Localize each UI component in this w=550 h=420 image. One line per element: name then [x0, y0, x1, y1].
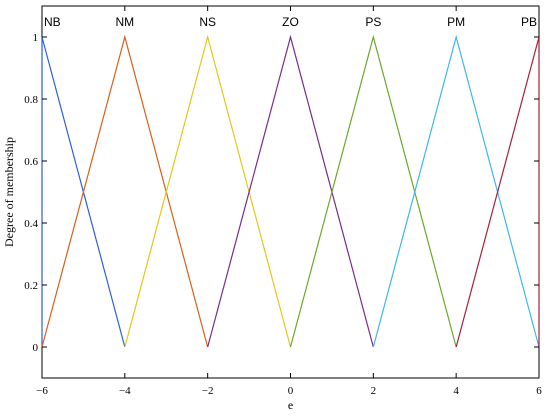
x-tick-label: 6: [536, 385, 542, 397]
y-tick-label: 0.4: [24, 218, 38, 230]
x-tick-label: 2: [371, 385, 377, 397]
x-axis-title: e: [288, 398, 293, 412]
x-tick-label: −2: [202, 385, 214, 397]
series-line-pm: [372, 34, 540, 348]
mf-label-nb: NB: [44, 15, 61, 29]
x-tick-label: −6: [36, 385, 48, 397]
mf-label-ns: NS: [199, 15, 216, 29]
y-tick-label: 1: [33, 32, 39, 44]
mf-label-zo: ZO: [282, 15, 299, 29]
series-line-ns: [124, 34, 292, 348]
series-line-zo: [207, 34, 374, 348]
series-layer: [41, 34, 540, 348]
series-line-nm: [41, 34, 209, 348]
y-axis-title: Degree of membership: [2, 137, 16, 247]
y-tick-label: 0.8: [24, 94, 38, 106]
x-tick-label: −4: [119, 385, 131, 397]
mf-label-pm: PM: [447, 15, 465, 29]
x-tick-label: 0: [288, 385, 294, 397]
ticks-layer: −6 −4 −2 0 2 4 6 0 0.2 0.4 0.6 0.8 1: [24, 6, 542, 397]
mf-label-pb: PB: [521, 15, 537, 29]
series-line-ps: [289, 34, 457, 348]
mf-label-ps: PS: [365, 15, 381, 29]
mf-label-nm: NM: [115, 15, 134, 29]
y-tick-label: 0: [33, 342, 39, 354]
x-tick-label: 4: [453, 385, 459, 397]
labels-layer: NB NM NS ZO PS PM PB: [44, 15, 537, 29]
y-tick-label: 0.6: [24, 156, 38, 168]
y-tick-label: 0.2: [24, 280, 38, 292]
plot-area: [41, 5, 540, 379]
